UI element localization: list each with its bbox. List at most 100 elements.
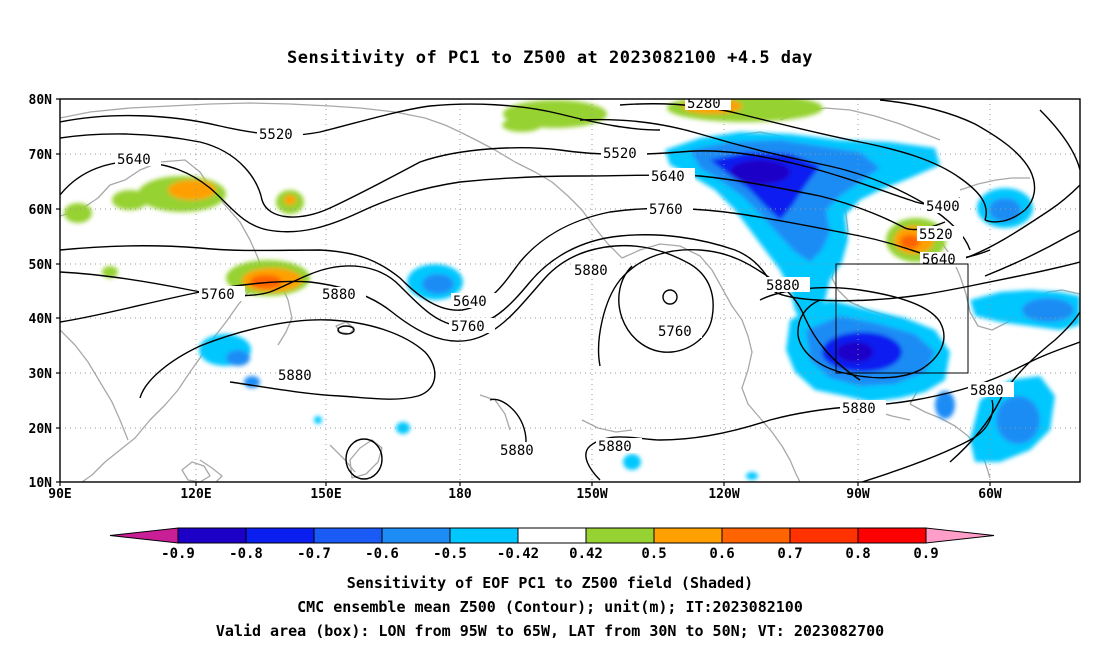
- colorbar-swatch: [789, 527, 859, 544]
- colorbar-swatch: [177, 527, 247, 544]
- plot-frame: [59, 98, 1081, 483]
- colorbar-label: -0.42: [497, 546, 539, 562]
- contour-line: [1039, 109, 1080, 171]
- colorbar-swatch: [381, 527, 451, 544]
- contour-line: [60, 133, 961, 218]
- colorbar-swatch: [449, 527, 519, 544]
- colorbar-label: 0.7: [777, 546, 802, 562]
- negative-anomaly-blue: [996, 396, 1040, 444]
- colorbar-label: -0.5: [433, 546, 467, 562]
- lat-tick-label: 70N: [29, 148, 53, 163]
- valid-area-box: [835, 263, 969, 374]
- negative-anomaly-blue: [422, 274, 454, 294]
- caption-line-2: CMC ensemble mean Z500 (Contour); unit(m…: [297, 598, 803, 616]
- contour-line: [861, 399, 994, 482]
- latitude-axis: 80N 70N 60N 50N 40N 30N 20N 10N: [29, 93, 53, 491]
- contour-label: 5760: [201, 287, 235, 303]
- contour-line: [60, 103, 661, 136]
- colorbar-high-arrow: [925, 527, 995, 544]
- contour-label: 5640: [922, 252, 956, 268]
- negative-anomaly-navy: [837, 342, 873, 362]
- contour-line: [60, 244, 714, 353]
- contour-label: 5880: [574, 263, 608, 279]
- colorbar-label: -0.6: [365, 546, 399, 562]
- positive-anomaly-orange: [168, 180, 216, 200]
- lon-tick-label: 60W: [978, 487, 1002, 502]
- contour-line: [139, 319, 436, 400]
- lat-tick-label: 80N: [29, 93, 53, 108]
- lat-tick-label: 10N: [29, 476, 53, 491]
- negative-anomaly-blue: [1022, 298, 1074, 322]
- colorbar-label: 0.9: [913, 546, 938, 562]
- colorbar-swatch: [245, 527, 315, 544]
- colorbar-swatch: [517, 527, 587, 544]
- contour-label: 5880: [500, 443, 534, 459]
- contour-label: 5640: [453, 294, 487, 310]
- negative-anomaly-cyan: [746, 472, 758, 480]
- positive-anomaly-green: [112, 190, 148, 210]
- lat-tick-label: 60N: [29, 203, 53, 218]
- colorbar-swatch: [857, 527, 927, 544]
- positive-anomaly-green: [502, 118, 542, 132]
- colorbar-label: -0.7: [297, 546, 331, 562]
- colorbar-swatch: [313, 527, 383, 544]
- lon-tick-label: 180: [448, 487, 472, 502]
- colorbar-label: 0.42: [569, 546, 603, 562]
- contour-label: 5880: [278, 368, 312, 384]
- contour-line: [959, 184, 1080, 261]
- contour-line: [60, 207, 991, 311]
- negative-anomaly-navy: [730, 160, 790, 184]
- contour-line: [345, 438, 383, 480]
- contour-label: 5880: [322, 287, 356, 303]
- colorbar-swatch: [653, 527, 723, 544]
- lon-tick-label: 150E: [310, 487, 341, 502]
- negative-anomaly-cyan: [314, 416, 322, 424]
- contour-label: 5760: [649, 202, 683, 218]
- contour-line: [60, 161, 946, 233]
- lat-tick-label: 40N: [29, 312, 53, 327]
- contour-label: 5880: [970, 383, 1004, 399]
- colorbar-label: 0.5: [641, 546, 666, 562]
- positive-anomaly-orange: [284, 195, 296, 205]
- contour-label: 5640: [651, 169, 685, 185]
- contour-line: [984, 229, 1080, 277]
- contour-label: 5760: [658, 324, 692, 340]
- contour-label: 5520: [603, 146, 637, 162]
- contour-label: 5880: [598, 439, 632, 455]
- contour-label: 5880: [842, 401, 876, 417]
- caption-line-1: Sensitivity of EOF PC1 to Z500 field (Sh…: [346, 574, 754, 592]
- contour-label: 5520: [919, 227, 953, 243]
- contour-line: [662, 289, 678, 305]
- contour-line: [759, 286, 945, 379]
- contour-line: [879, 99, 1036, 223]
- colorbar-swatch: [721, 527, 791, 544]
- colorbar-label: -0.9: [161, 546, 195, 562]
- negative-anomaly-cyan: [623, 454, 641, 470]
- contour-label: 5400: [926, 199, 960, 215]
- positive-anomaly-green: [102, 266, 118, 278]
- positive-anomaly-darkorange: [900, 235, 920, 249]
- negative-anomaly-cyan: [396, 422, 410, 434]
- colorbar-low-arrow: [109, 527, 179, 544]
- contour-label: 5280: [687, 96, 721, 112]
- contour-label: 5640: [117, 152, 151, 168]
- contour-line: [597, 249, 861, 381]
- lon-tick-label: 90W: [846, 487, 870, 502]
- lon-tick-label: 120W: [708, 487, 739, 502]
- colorbar-swatch: [585, 527, 655, 544]
- contour-label: 5760: [451, 319, 485, 335]
- lon-tick-label: 90E: [48, 487, 71, 502]
- negative-anomaly-blue: [989, 198, 1021, 222]
- map-title: Sensitivity of PC1 to Z500 at 2023082100…: [286, 48, 813, 68]
- colorbar-label: 0.6: [709, 546, 734, 562]
- colorbar-label: 0.8: [845, 546, 870, 562]
- caption-line-3: Valid area (box): LON from 95W to 65W, L…: [215, 622, 885, 640]
- colorbar: -0.9 -0.8 -0.7 -0.6 -0.5 -0.42 0.42 0.5 0.6 0.7 0.…: [109, 527, 995, 562]
- lat-tick-label: 50N: [29, 258, 53, 273]
- lat-tick-label: 20N: [29, 422, 53, 437]
- longitude-axis: 90E 120E 150E 180 150W 120W 90W 60W: [48, 487, 1002, 502]
- contour-line: [337, 325, 355, 335]
- contour-line: [60, 234, 1080, 327]
- contour-line: [949, 311, 1080, 463]
